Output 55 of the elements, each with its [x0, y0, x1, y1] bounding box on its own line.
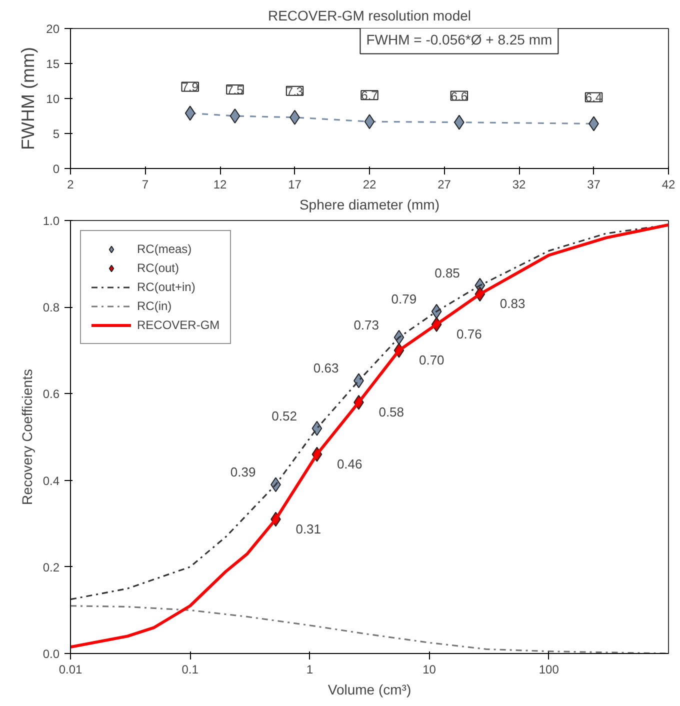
point [364, 114, 375, 130]
data-label: 6.7 [361, 88, 378, 103]
y-tick-label: 20 [46, 22, 60, 36]
data-label: 0.52 [272, 408, 297, 424]
data-label: 0.63 [313, 360, 339, 376]
y-tick-label: 0 [52, 162, 60, 176]
data-label: 0.83 [500, 296, 526, 312]
x-tick-label: 12 [213, 178, 227, 192]
data-label: 7.3 [286, 84, 304, 98]
annotation: FWHM = -0.056*Ø + 8.25 mm [366, 32, 552, 48]
point [312, 420, 322, 436]
data-label: 0.85 [434, 265, 460, 280]
data-label: 0.39 [230, 464, 256, 480]
x-tick-label: 1 [306, 662, 314, 676]
y-tick-label: 10 [46, 92, 60, 106]
data-label: 0.46 [336, 456, 362, 472]
legend-label: RC(out+in) [137, 280, 196, 294]
x-tick-label: 10 [422, 662, 436, 676]
data-label: 7.5 [226, 83, 244, 97]
x-tick-label: 2 [67, 178, 74, 192]
data-label: 0.79 [391, 291, 417, 306]
y-tick-label: 0.2 [42, 560, 60, 574]
data-label: 0.31 [296, 521, 322, 536]
x-tick-label: 42 [662, 178, 676, 192]
y-tick-label: 0.4 [42, 474, 60, 488]
x-tick-label: 22 [362, 178, 376, 192]
legend-label: RC(in) [137, 299, 172, 313]
legend-label: RC(meas) [137, 242, 192, 256]
x-tick-label: 100 [538, 662, 560, 676]
x-tick-label: 37 [587, 178, 601, 192]
y-tick-label: 15 [46, 57, 60, 71]
x-axis-title: Volume (cm³) [328, 682, 412, 698]
x-tick-label: 17 [288, 178, 302, 192]
x-tick-label: 0.1 [182, 662, 199, 676]
legend-label: RC(out) [137, 261, 180, 275]
y-axis-title: Recovery Coefficients [18, 369, 35, 505]
data-label: 0.76 [456, 326, 482, 342]
x-tick-label: 0.01 [58, 662, 83, 676]
y-tick-label: 5 [52, 127, 60, 141]
chart-title: RECOVER-GM resolution model [268, 8, 472, 24]
y-axis-title: FWHM (mm) [18, 47, 38, 150]
x-tick-label: 7 [142, 178, 149, 192]
x-tick-label: 27 [438, 178, 452, 192]
y-tick-label: 0.6 [42, 387, 60, 402]
data-label: 0.70 [418, 352, 444, 368]
data-label: 0.58 [378, 404, 404, 420]
legend-label: RECOVER-GM [137, 318, 220, 332]
point [184, 106, 196, 121]
point [230, 108, 240, 124]
x-tick-label: 32 [512, 178, 526, 192]
x-axis-title: Sphere diameter (mm) [299, 196, 440, 212]
data-label: 0.73 [354, 317, 380, 332]
y-tick-label: 0.0 [42, 647, 60, 661]
y-tick-label: 0.8 [42, 300, 60, 315]
y-tick-label: 1.0 [42, 214, 60, 228]
